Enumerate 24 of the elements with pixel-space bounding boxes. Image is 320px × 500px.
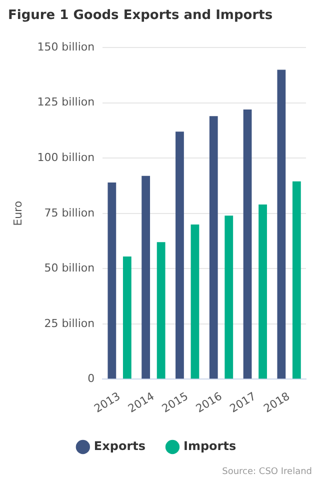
y-axis-title: Euro — [11, 200, 24, 226]
bar — [277, 70, 286, 379]
y-tick-label: 125 billion — [37, 96, 95, 109]
bar — [292, 181, 301, 379]
y-tick-label: 50 billion — [44, 262, 95, 275]
legend-label: Exports — [94, 439, 146, 454]
y-tick-label: 0 — [88, 372, 95, 386]
chart-title: Figure 1 Goods Exports and Imports — [8, 8, 274, 23]
bar — [176, 132, 184, 379]
bar — [224, 216, 234, 379]
y-tick-label: 100 billion — [37, 150, 95, 164]
bar — [258, 204, 267, 379]
source-note: Source: CSO Ireland — [221, 467, 312, 477]
bar — [209, 116, 218, 379]
y-tick-label: 150 billion — [37, 40, 95, 54]
y-tick-label: 25 billion — [44, 316, 95, 330]
bar — [108, 182, 116, 379]
bar — [122, 256, 132, 379]
bar — [243, 109, 252, 379]
legend-label: Imports — [183, 439, 236, 454]
bar — [156, 242, 166, 379]
y-tick-label: 75 billion — [44, 206, 95, 220]
bar — [190, 224, 200, 379]
bar — [142, 176, 150, 379]
